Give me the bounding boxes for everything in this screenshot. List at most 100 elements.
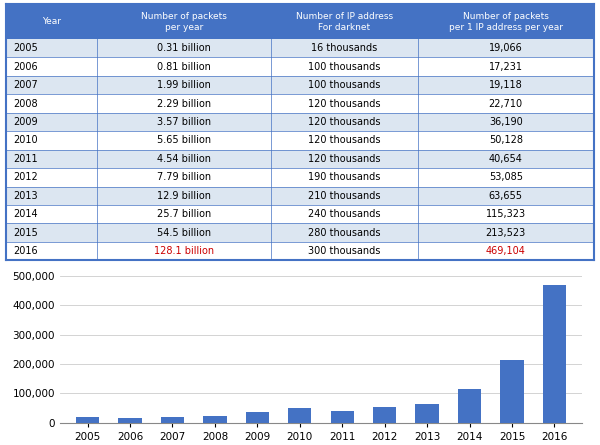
- FancyBboxPatch shape: [6, 242, 97, 260]
- Text: 2005: 2005: [13, 43, 38, 53]
- Text: 2009: 2009: [13, 117, 38, 127]
- Text: 1.99 billion: 1.99 billion: [157, 80, 211, 90]
- Text: 2.29 billion: 2.29 billion: [157, 98, 211, 109]
- Text: 2014: 2014: [13, 209, 38, 219]
- FancyBboxPatch shape: [6, 4, 97, 39]
- Text: 2010: 2010: [13, 135, 38, 146]
- FancyBboxPatch shape: [271, 94, 418, 113]
- FancyBboxPatch shape: [6, 205, 97, 223]
- FancyBboxPatch shape: [418, 131, 594, 150]
- Text: 100 thousands: 100 thousands: [308, 80, 380, 90]
- Bar: [161, 417, 184, 423]
- FancyBboxPatch shape: [271, 113, 418, 131]
- FancyBboxPatch shape: [97, 39, 271, 57]
- Text: 2012: 2012: [13, 172, 38, 182]
- FancyBboxPatch shape: [418, 150, 594, 168]
- Text: 53,085: 53,085: [489, 172, 523, 182]
- Text: 4.54 billion: 4.54 billion: [157, 154, 211, 164]
- FancyBboxPatch shape: [271, 131, 418, 150]
- FancyBboxPatch shape: [97, 168, 271, 186]
- Text: 22,710: 22,710: [489, 98, 523, 109]
- FancyBboxPatch shape: [418, 94, 594, 113]
- FancyBboxPatch shape: [97, 205, 271, 223]
- Text: 100 thousands: 100 thousands: [308, 62, 380, 72]
- Text: 120 thousands: 120 thousands: [308, 135, 380, 146]
- FancyBboxPatch shape: [97, 76, 271, 94]
- Bar: [245, 412, 269, 423]
- Text: Number of packets
per 1 IP address per year: Number of packets per 1 IP address per y…: [449, 12, 563, 32]
- FancyBboxPatch shape: [271, 39, 418, 57]
- FancyBboxPatch shape: [97, 113, 271, 131]
- FancyBboxPatch shape: [418, 205, 594, 223]
- Text: 50,128: 50,128: [489, 135, 523, 146]
- Text: 280 thousands: 280 thousands: [308, 228, 380, 238]
- FancyBboxPatch shape: [6, 76, 97, 94]
- Text: Year: Year: [42, 17, 61, 26]
- FancyBboxPatch shape: [271, 186, 418, 205]
- FancyBboxPatch shape: [271, 223, 418, 242]
- FancyBboxPatch shape: [97, 186, 271, 205]
- FancyBboxPatch shape: [97, 57, 271, 76]
- FancyBboxPatch shape: [418, 242, 594, 260]
- Text: 115,323: 115,323: [486, 209, 526, 219]
- Text: 3.57 billion: 3.57 billion: [157, 117, 211, 127]
- FancyBboxPatch shape: [418, 113, 594, 131]
- FancyBboxPatch shape: [6, 131, 97, 150]
- FancyBboxPatch shape: [97, 94, 271, 113]
- FancyBboxPatch shape: [6, 39, 97, 57]
- Text: 5.65 billion: 5.65 billion: [157, 135, 211, 146]
- FancyBboxPatch shape: [271, 205, 418, 223]
- FancyBboxPatch shape: [418, 39, 594, 57]
- Text: 2008: 2008: [13, 98, 38, 109]
- FancyBboxPatch shape: [97, 131, 271, 150]
- FancyBboxPatch shape: [271, 150, 418, 168]
- Text: 19,066: 19,066: [489, 43, 523, 53]
- FancyBboxPatch shape: [97, 242, 271, 260]
- FancyBboxPatch shape: [271, 242, 418, 260]
- FancyBboxPatch shape: [271, 168, 418, 186]
- Text: 2007: 2007: [13, 80, 38, 90]
- FancyBboxPatch shape: [418, 223, 594, 242]
- Bar: [203, 416, 227, 423]
- Text: 12.9 billion: 12.9 billion: [157, 191, 211, 201]
- Text: 2006: 2006: [13, 62, 38, 72]
- FancyBboxPatch shape: [97, 4, 271, 39]
- Text: 2015: 2015: [13, 228, 38, 238]
- Bar: [331, 411, 354, 423]
- FancyBboxPatch shape: [6, 186, 97, 205]
- Text: 2011: 2011: [13, 154, 38, 164]
- Text: 54.5 billion: 54.5 billion: [157, 228, 211, 238]
- Bar: [415, 404, 439, 423]
- FancyBboxPatch shape: [418, 57, 594, 76]
- FancyBboxPatch shape: [97, 150, 271, 168]
- Text: 300 thousands: 300 thousands: [308, 246, 380, 256]
- Text: 128.1 billion: 128.1 billion: [154, 246, 214, 256]
- FancyBboxPatch shape: [418, 4, 594, 39]
- FancyBboxPatch shape: [271, 4, 418, 39]
- Text: 2016: 2016: [13, 246, 38, 256]
- Text: 213,523: 213,523: [485, 228, 526, 238]
- Text: 210 thousands: 210 thousands: [308, 191, 380, 201]
- Text: 16 thousands: 16 thousands: [311, 43, 377, 53]
- FancyBboxPatch shape: [418, 168, 594, 186]
- Text: 63,655: 63,655: [489, 191, 523, 201]
- Text: 120 thousands: 120 thousands: [308, 117, 380, 127]
- Text: 240 thousands: 240 thousands: [308, 209, 380, 219]
- Text: 120 thousands: 120 thousands: [308, 98, 380, 109]
- Text: 40,654: 40,654: [489, 154, 523, 164]
- Bar: [500, 360, 524, 423]
- FancyBboxPatch shape: [6, 223, 97, 242]
- FancyBboxPatch shape: [271, 76, 418, 94]
- FancyBboxPatch shape: [6, 150, 97, 168]
- Text: 190 thousands: 190 thousands: [308, 172, 380, 182]
- Bar: [458, 389, 481, 423]
- Text: 17,231: 17,231: [489, 62, 523, 72]
- FancyBboxPatch shape: [418, 186, 594, 205]
- Text: 25.7 billion: 25.7 billion: [157, 209, 211, 219]
- Text: 0.81 billion: 0.81 billion: [157, 62, 211, 72]
- FancyBboxPatch shape: [6, 94, 97, 113]
- Bar: [76, 417, 99, 423]
- Text: 19,118: 19,118: [489, 80, 523, 90]
- Text: 120 thousands: 120 thousands: [308, 154, 380, 164]
- Text: 36,190: 36,190: [489, 117, 523, 127]
